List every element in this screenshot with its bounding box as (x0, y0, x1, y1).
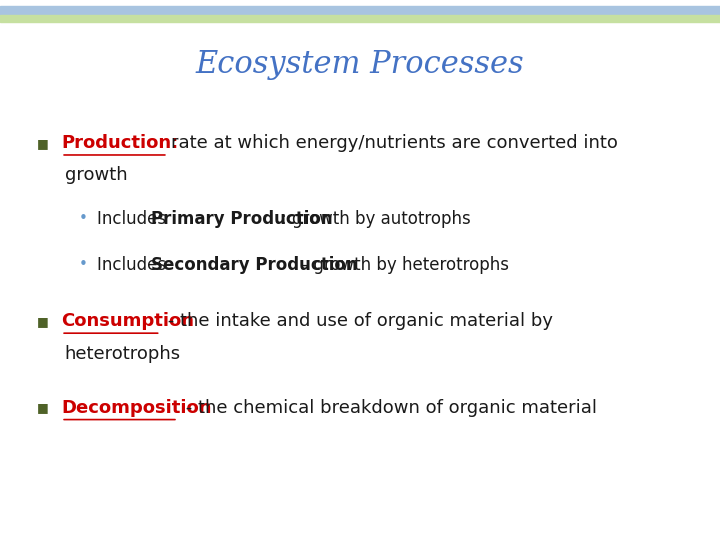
Text: ■: ■ (37, 315, 49, 328)
Text: : growth by autotrophs: : growth by autotrophs (281, 210, 471, 228)
Text: •: • (78, 211, 87, 226)
Bar (0, 6, 720, 15)
Text: Production:: Production: (61, 134, 179, 152)
Text: •: • (78, 257, 87, 272)
Text: ■: ■ (37, 401, 49, 414)
Text: Includes: Includes (97, 255, 171, 274)
Bar (0, 15, 720, 22)
Text: growth: growth (65, 166, 127, 185)
Text: - growth by heterotrophs: - growth by heterotrophs (297, 255, 508, 274)
Text: ■: ■ (37, 137, 49, 150)
Text: heterotrophs: heterotrophs (65, 345, 181, 363)
Text: Secondary Production: Secondary Production (151, 255, 358, 274)
Text: rate at which energy/nutrients are converted into: rate at which energy/nutrients are conve… (171, 134, 618, 152)
Text: Consumption: Consumption (61, 312, 194, 330)
Text: - the intake and use of organic material by: - the intake and use of organic material… (162, 312, 553, 330)
Text: Decomposition: Decomposition (61, 399, 212, 417)
Text: Ecosystem Processes: Ecosystem Processes (196, 49, 524, 80)
Text: - the chemical breakdown of organic material: - the chemical breakdown of organic mate… (180, 399, 597, 417)
Text: Primary Production: Primary Production (151, 210, 333, 228)
Text: Includes: Includes (97, 210, 171, 228)
